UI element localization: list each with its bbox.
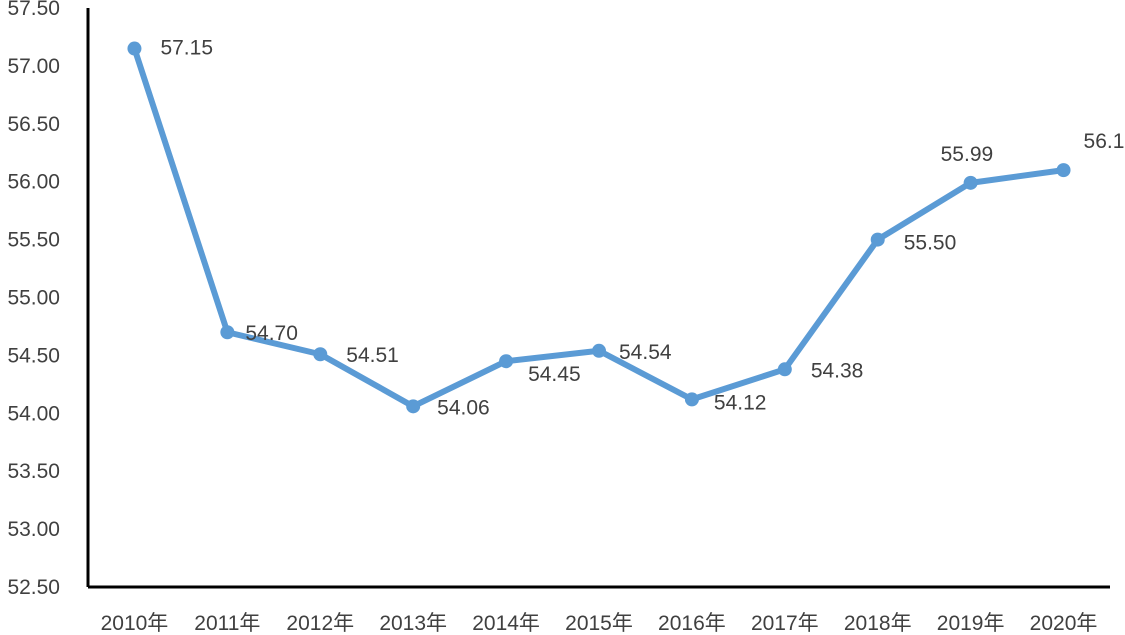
data-labels-group: 57.15 54.70 54.51 54.06 54.45 54.54 54.12 54.38… bbox=[160, 37, 1125, 420]
x-tick-label: 2020年 bbox=[1030, 612, 1098, 635]
data-label: 57.15 bbox=[160, 37, 213, 60]
x-tick-label: 2010年 bbox=[101, 612, 169, 635]
y-tick-label: 55.00 bbox=[7, 287, 60, 310]
data-label: 54.12 bbox=[714, 391, 767, 414]
data-label: 54.38 bbox=[811, 359, 864, 382]
y-tick-label: 53.50 bbox=[7, 460, 60, 483]
data-point bbox=[592, 343, 606, 358]
data-point bbox=[313, 347, 328, 362]
y-tick-label: 56.50 bbox=[7, 113, 60, 136]
y-tick-label: 54.50 bbox=[7, 344, 60, 367]
data-point bbox=[499, 354, 514, 369]
x-tick-label: 2013年 bbox=[379, 612, 447, 635]
data-point bbox=[777, 362, 792, 377]
x-axis-tick-labels: 2010年 2011年 2012年 2013年 2014年 2015年 2016年 2017年… bbox=[101, 612, 1098, 635]
x-tick-label: 2014年 bbox=[472, 612, 540, 635]
series-group bbox=[127, 41, 1071, 414]
y-tick-label: 52.50 bbox=[7, 576, 60, 599]
x-tick-label: 2017年 bbox=[751, 612, 819, 635]
data-point bbox=[1056, 163, 1071, 178]
y-tick-label: 57.50 bbox=[7, 0, 60, 20]
data-label: 55.50 bbox=[904, 232, 957, 255]
y-tick-label: 56.00 bbox=[7, 171, 60, 194]
x-tick-label: 2012年 bbox=[286, 612, 354, 635]
data-point bbox=[963, 175, 978, 190]
y-tick-label: 53.00 bbox=[7, 518, 60, 541]
x-tick-label: 2016年 bbox=[658, 612, 726, 635]
x-tick-label: 2019年 bbox=[937, 612, 1005, 635]
x-tick-label: 2015年 bbox=[565, 612, 633, 635]
data-label: 55.99 bbox=[941, 143, 994, 166]
data-point bbox=[127, 41, 142, 56]
data-label: 54.54 bbox=[619, 341, 672, 364]
data-point bbox=[220, 325, 235, 340]
data-point bbox=[870, 232, 885, 247]
data-label: 56.10 bbox=[1084, 130, 1125, 153]
data-point bbox=[406, 399, 421, 414]
x-tick-label: 2018年 bbox=[844, 612, 912, 635]
data-point bbox=[684, 392, 699, 407]
y-tick-label: 57.00 bbox=[7, 55, 60, 78]
y-tick-label: 54.00 bbox=[7, 402, 60, 425]
data-label: 54.45 bbox=[528, 363, 581, 386]
data-label: 54.06 bbox=[437, 396, 490, 419]
data-label: 54.51 bbox=[346, 344, 399, 367]
y-tick-label: 55.50 bbox=[7, 229, 60, 252]
x-tick-label: 2011年 bbox=[194, 612, 260, 635]
y-axis-tick-labels: 52.50 53.00 53.50 54.00 54.50 55.00 55.50 56.00… bbox=[7, 0, 60, 599]
data-label: 54.70 bbox=[245, 322, 298, 345]
